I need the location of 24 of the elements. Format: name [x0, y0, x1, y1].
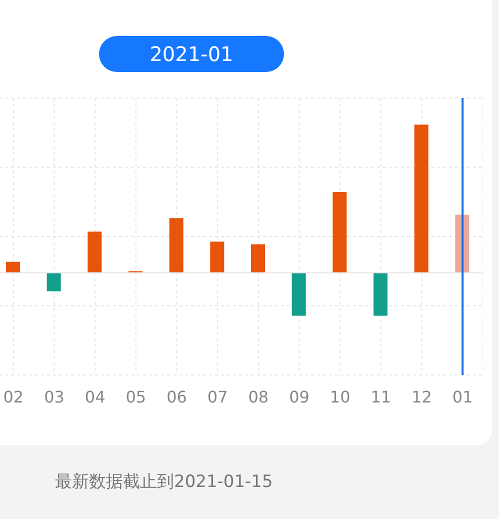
bar: [292, 272, 306, 316]
bar: [88, 232, 102, 273]
bar: [251, 244, 265, 273]
x-tick-label: 07: [207, 387, 228, 406]
bar: [169, 218, 184, 273]
x-tick-label: 03: [44, 387, 64, 406]
text: 2021-01: [99, 36, 284, 72]
bar: [332, 192, 347, 273]
x-tick-label: 12: [412, 387, 432, 406]
bar: [210, 242, 224, 273]
bar: [46, 272, 61, 292]
x-tick-label: 08: [248, 387, 269, 406]
bar: [374, 272, 388, 316]
x-tick-label: 11: [370, 387, 392, 406]
x-tick-label: 09: [289, 387, 310, 406]
bar: [6, 262, 20, 273]
x-tick-label: 05: [126, 387, 146, 406]
bar: [414, 124, 428, 273]
text: 最新数据截止到2021-01-15: [55, 471, 273, 493]
x-tick-label: 06: [166, 387, 187, 406]
x-tick-label: 10: [330, 387, 350, 406]
x-tick-label: 02: [3, 387, 24, 406]
x-tick-label: 04: [84, 387, 106, 406]
x-tick-label: 01: [452, 387, 473, 406]
